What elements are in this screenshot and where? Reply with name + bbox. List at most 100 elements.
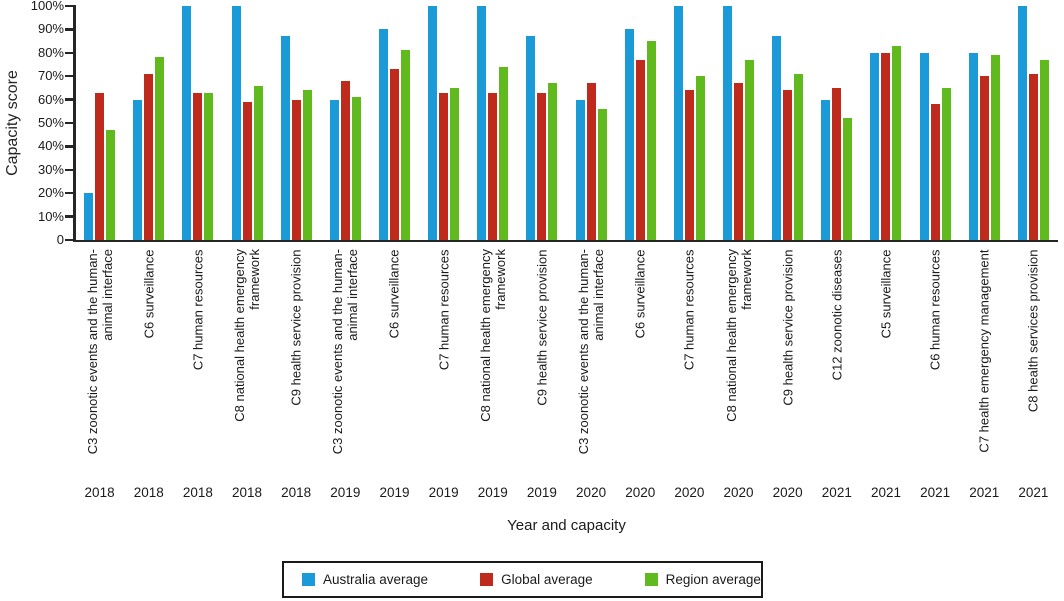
category-label-cell: C9 health service provision [272, 247, 321, 469]
bar-australia-average [280, 36, 290, 240]
category-label-cell: C8 national health emergency framework [222, 247, 271, 469]
year-label: 2019 [526, 485, 557, 500]
category-label: C7 human resources [436, 249, 452, 370]
bar-australia-average [428, 6, 438, 240]
category-label: C6 surveillance [386, 249, 402, 338]
category-label-cell: C5 surveillance [861, 247, 910, 469]
category-label: C7 health emergency management [976, 249, 992, 453]
bar-region-average [351, 97, 361, 240]
year-label: 2021 [1018, 485, 1049, 500]
bar-global-average [881, 52, 891, 240]
bar-group [714, 6, 763, 240]
y-tick-mark [65, 74, 74, 78]
category-label-cell: C8 health services provision [1009, 247, 1058, 469]
bar-global-average [1028, 73, 1038, 240]
bar-group [861, 6, 910, 240]
category-label: C7 human resources [190, 249, 206, 370]
bar-region-average [597, 108, 607, 240]
bar-global-average [488, 92, 498, 240]
y-tick-label: 0 [56, 232, 64, 247]
category-label-cell: C7 human resources [173, 247, 222, 469]
year-label: 2020 [723, 485, 754, 500]
year-label: 2021 [920, 485, 951, 500]
bar-global-average [783, 90, 793, 240]
x-axis-line [73, 239, 1058, 242]
bar-australia-average [231, 6, 241, 240]
bar-global-average [979, 76, 989, 240]
category-label-cell: C9 health service provision [763, 247, 812, 469]
category-label-band: C3 zoonotic events and the human-animal … [75, 247, 1058, 469]
year-label: 2019 [428, 485, 459, 500]
bar-group [960, 6, 1009, 240]
category-label: C6 human resources [927, 249, 943, 370]
category-label-cell: C9 health service provision [517, 247, 566, 469]
bar-global-average [930, 104, 940, 240]
bar-group [222, 6, 271, 240]
y-tick-label: 100% [30, 0, 64, 13]
bar-global-average [537, 92, 547, 240]
y-tick-mark [65, 98, 74, 101]
y-tick-label: 20% [37, 185, 64, 201]
category-label-cell: C7 health emergency management [960, 247, 1009, 469]
bar-group [517, 6, 566, 240]
bar-group [321, 6, 370, 240]
category-label: C3 zoonotic events and the human-animal … [84, 249, 115, 455]
y-tick-mark [65, 4, 74, 8]
bar-australia-average [182, 6, 192, 240]
bar-region-average [695, 76, 705, 240]
year-label: 2018 [182, 485, 213, 500]
y-tick-label: 60% [37, 91, 64, 107]
year-label: 2020 [674, 485, 705, 500]
year-label: 2018 [133, 485, 164, 500]
category-label: C3 zoonotic events and the human-animal … [576, 249, 607, 455]
category-label-cell: C6 surveillance [370, 247, 419, 469]
bar-global-average [635, 59, 645, 240]
legend-label-region-average: Region average [665, 572, 761, 587]
y-tick-mark [65, 238, 74, 242]
category-label: C12 zoonotic diseases [829, 249, 845, 380]
category-label: C3 zoonotic events and the human-animal … [330, 249, 361, 455]
category-label: C8 health services provision [1025, 249, 1041, 412]
y-tick-mark [65, 51, 74, 55]
bar-global-average [389, 69, 399, 240]
bar-region-average [155, 57, 165, 240]
legend: Australia average Global average Region … [282, 561, 763, 598]
category-label: C9 health service provision [288, 249, 304, 406]
category-label: C8 national health emergency framework [232, 249, 263, 422]
legend-item-global-average: Global average [480, 572, 593, 587]
bar-global-average [439, 92, 449, 240]
category-label: C6 surveillance [632, 249, 648, 338]
year-label-band: 2018 2018 2018 2018 2018 2019 2019 2019 2019 2019… [75, 485, 1058, 503]
bar-group [812, 6, 861, 240]
legend-item-region-average: Region average [644, 572, 761, 587]
category-label-cell: C3 zoonotic events and the human-animal … [567, 247, 616, 469]
bar-group [567, 6, 616, 240]
year-label: 2020 [772, 485, 803, 500]
bar-group [468, 6, 517, 240]
bar-region-average [204, 92, 214, 240]
legend-swatch-australia-average [302, 573, 315, 586]
y-tick-mark [65, 145, 74, 148]
category-label-cell: C3 zoonotic events and the human-animal … [75, 247, 124, 469]
category-label: C9 health service provision [780, 249, 796, 406]
category-label: C6 surveillance [141, 249, 157, 338]
y-tick-mark [65, 168, 74, 172]
bar-region-average [892, 45, 902, 240]
bar-region-average [253, 85, 263, 240]
bar-australia-average [1017, 6, 1027, 240]
bar-group [124, 6, 173, 240]
bar-region-average [794, 73, 804, 240]
year-label: 2020 [576, 485, 607, 500]
category-label-cell: C8 national health emergency framework [468, 247, 517, 469]
bar-global-average [242, 101, 252, 240]
y-tick-label: 80% [37, 44, 64, 60]
y-tick-mark [65, 191, 74, 195]
y-tick-label: 10% [37, 208, 64, 224]
year-label: 2019 [330, 485, 361, 500]
bar-australia-average [821, 99, 831, 240]
bar-global-average [144, 73, 154, 240]
y-tick-label: 50% [37, 115, 64, 130]
bar-australia-average [477, 6, 487, 240]
category-label-cell: C6 surveillance [124, 247, 173, 469]
